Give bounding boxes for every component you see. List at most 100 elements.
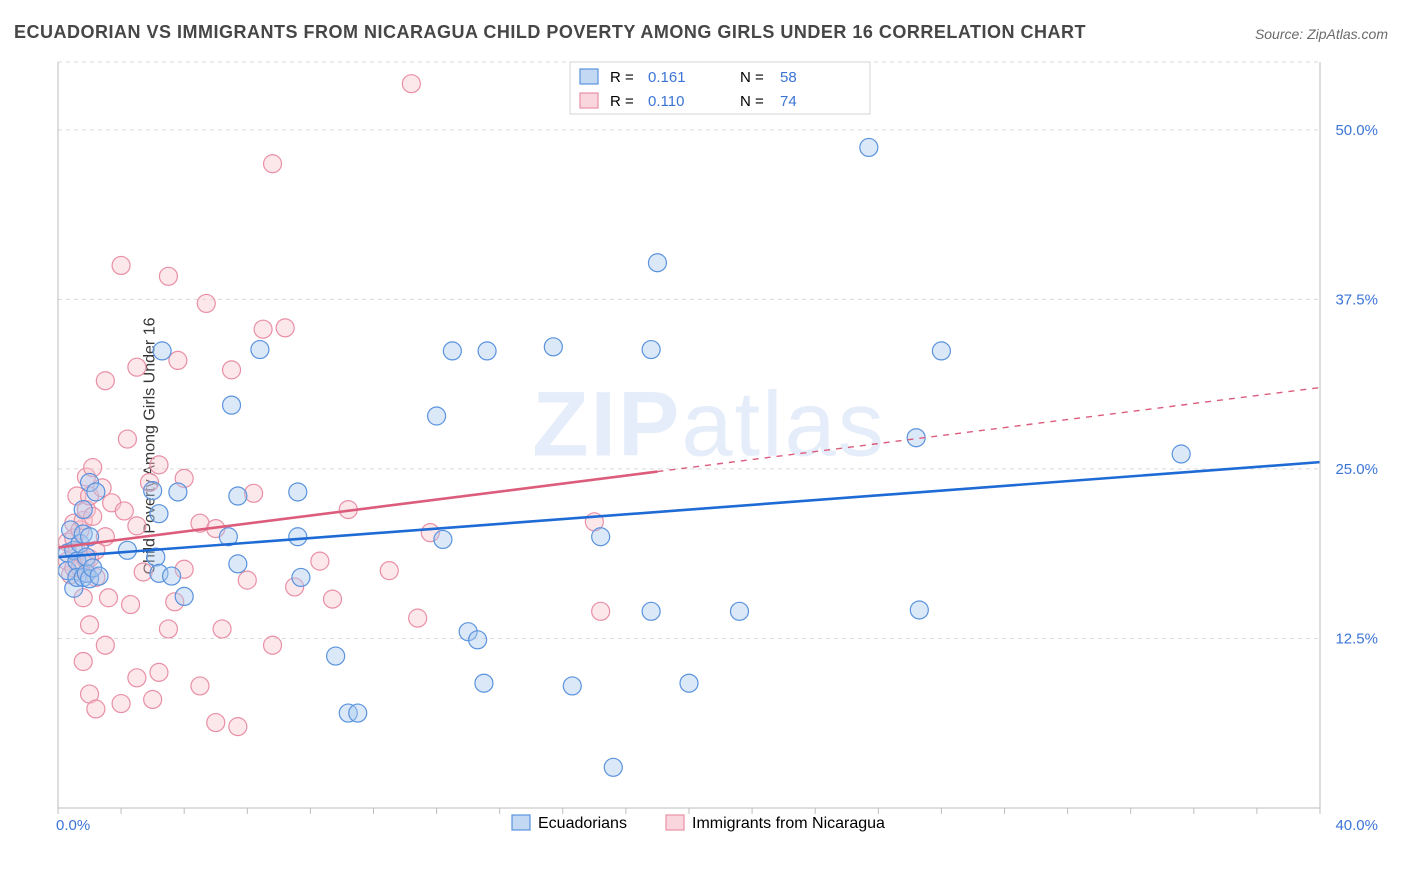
scatter-point-ecuadorians — [289, 483, 307, 501]
scatter-point-nicaragua — [264, 636, 282, 654]
legend-n-label: N = — [740, 93, 764, 110]
scatter-point-nicaragua — [213, 620, 231, 638]
legend-bottom-swatch-ecuadorians — [512, 815, 530, 830]
scatter-point-nicaragua — [159, 267, 177, 285]
scatter-point-nicaragua — [223, 361, 241, 379]
scatter-point-ecuadorians — [87, 483, 105, 501]
scatter-point-ecuadorians — [443, 342, 461, 360]
scatter-point-nicaragua — [197, 294, 215, 312]
scatter-point-nicaragua — [150, 663, 168, 681]
scatter-point-ecuadorians — [642, 602, 660, 620]
scatter-point-ecuadorians — [860, 138, 878, 156]
scatter-point-ecuadorians — [563, 677, 581, 695]
scatter-point-nicaragua — [169, 351, 187, 369]
scatter-point-ecuadorians — [327, 647, 345, 665]
scatter-point-ecuadorians — [592, 528, 610, 546]
scatter-point-nicaragua — [229, 718, 247, 736]
scatter-point-nicaragua — [380, 562, 398, 580]
scatter-point-nicaragua — [99, 589, 117, 607]
scatter-point-ecuadorians — [144, 482, 162, 500]
scatter-point-ecuadorians — [642, 341, 660, 359]
scatter-point-ecuadorians — [544, 338, 562, 356]
scatter-point-ecuadorians — [150, 505, 168, 523]
chart-container: ECUADORIAN VS IMMIGRANTS FROM NICARAGUA … — [0, 0, 1406, 892]
scatter-point-nicaragua — [118, 430, 136, 448]
scatter-point-nicaragua — [207, 714, 225, 732]
scatter-point-ecuadorians — [434, 530, 452, 548]
legend-swatch-nicaragua — [580, 93, 598, 108]
y-tick-label: 12.5% — [1335, 630, 1378, 647]
scatter-point-ecuadorians — [910, 601, 928, 619]
scatter-point-nicaragua — [122, 596, 140, 614]
trend-line-ecuadorians — [58, 462, 1320, 557]
scatter-point-nicaragua — [96, 636, 114, 654]
legend-r-label: R = — [610, 69, 634, 86]
scatter-point-nicaragua — [254, 320, 272, 338]
plot-area: ZIPatlas 12.5% 25.0% 37.5% 50.0% 0.0% 40.0% R =… — [52, 58, 1386, 838]
x-start-label: 0.0% — [56, 817, 90, 834]
scatter-point-ecuadorians — [478, 342, 496, 360]
legend-bottom-label-nicaragua: Immigrants from Nicaragua — [692, 815, 885, 832]
scatter-point-ecuadorians — [349, 704, 367, 722]
scatter-point-nicaragua — [402, 75, 420, 93]
scatter-point-nicaragua — [87, 700, 105, 718]
scatter-point-nicaragua — [409, 609, 427, 627]
scatter-point-ecuadorians — [90, 567, 108, 585]
scatter-point-nicaragua — [144, 690, 162, 708]
y-tick-label: 37.5% — [1335, 291, 1378, 308]
scatter-point-ecuadorians — [680, 674, 698, 692]
scatter-point-nicaragua — [323, 590, 341, 608]
scatter-point-ecuadorians — [74, 501, 92, 519]
y-tick-label: 50.0% — [1335, 122, 1378, 139]
chart-title: ECUADORIAN VS IMMIGRANTS FROM NICARAGUA … — [14, 22, 1086, 43]
scatter-point-ecuadorians — [153, 342, 171, 360]
scatter-point-ecuadorians — [223, 396, 241, 414]
scatter-point-nicaragua — [150, 456, 168, 474]
scatter-point-nicaragua — [264, 155, 282, 173]
scatter-point-ecuadorians — [175, 587, 193, 605]
scatter-point-ecuadorians — [169, 483, 187, 501]
scatter-point-ecuadorians — [1172, 445, 1190, 463]
y-tick-label: 25.0% — [1335, 461, 1378, 478]
scatter-point-nicaragua — [128, 517, 146, 535]
legend-n-value-ecuadorians: 58 — [780, 69, 797, 86]
scatter-point-nicaragua — [245, 484, 263, 502]
source-label: Source: ZipAtlas.com — [1255, 26, 1388, 42]
scatter-point-nicaragua — [112, 256, 130, 274]
scatter-point-nicaragua — [238, 571, 256, 589]
scatter-point-nicaragua — [128, 358, 146, 376]
scatter-point-ecuadorians — [229, 555, 247, 573]
scatter-point-nicaragua — [191, 677, 209, 695]
scatter-point-ecuadorians — [163, 567, 181, 585]
scatter-point-ecuadorians — [648, 254, 666, 272]
scatter-point-ecuadorians — [229, 487, 247, 505]
scatter-point-nicaragua — [128, 669, 146, 687]
legend-n-label: N = — [740, 69, 764, 86]
scatter-point-nicaragua — [96, 372, 114, 390]
scatter-point-nicaragua — [112, 695, 130, 713]
scatter-point-nicaragua — [276, 319, 294, 337]
scatter-point-ecuadorians — [932, 342, 950, 360]
scatter-point-ecuadorians — [292, 568, 310, 586]
scatter-point-ecuadorians — [469, 631, 487, 649]
scatter-point-nicaragua — [115, 502, 133, 520]
scatter-point-ecuadorians — [251, 341, 269, 359]
watermark: ZIPatlas — [532, 373, 885, 475]
scatter-point-nicaragua — [592, 602, 610, 620]
legend-n-value-nicaragua: 74 — [780, 93, 797, 110]
scatter-point-nicaragua — [311, 552, 329, 570]
scatter-point-ecuadorians — [730, 602, 748, 620]
scatter-point-ecuadorians — [604, 758, 622, 776]
scatter-point-ecuadorians — [428, 407, 446, 425]
scatter-point-nicaragua — [159, 620, 177, 638]
legend-r-value-ecuadorians: 0.161 — [648, 69, 686, 86]
legend-r-label: R = — [610, 93, 634, 110]
legend-bottom-swatch-nicaragua — [666, 815, 684, 830]
x-end-label: 40.0% — [1335, 817, 1378, 834]
scatter-point-ecuadorians — [289, 528, 307, 546]
scatter-point-ecuadorians — [475, 674, 493, 692]
legend-bottom-label-ecuadorians: Ecuadorians — [538, 815, 627, 832]
scatter-point-nicaragua — [74, 653, 92, 671]
chart-svg: ZIPatlas 12.5% 25.0% 37.5% 50.0% 0.0% 40.0% R =… — [52, 58, 1386, 838]
legend-swatch-ecuadorians — [580, 69, 598, 84]
